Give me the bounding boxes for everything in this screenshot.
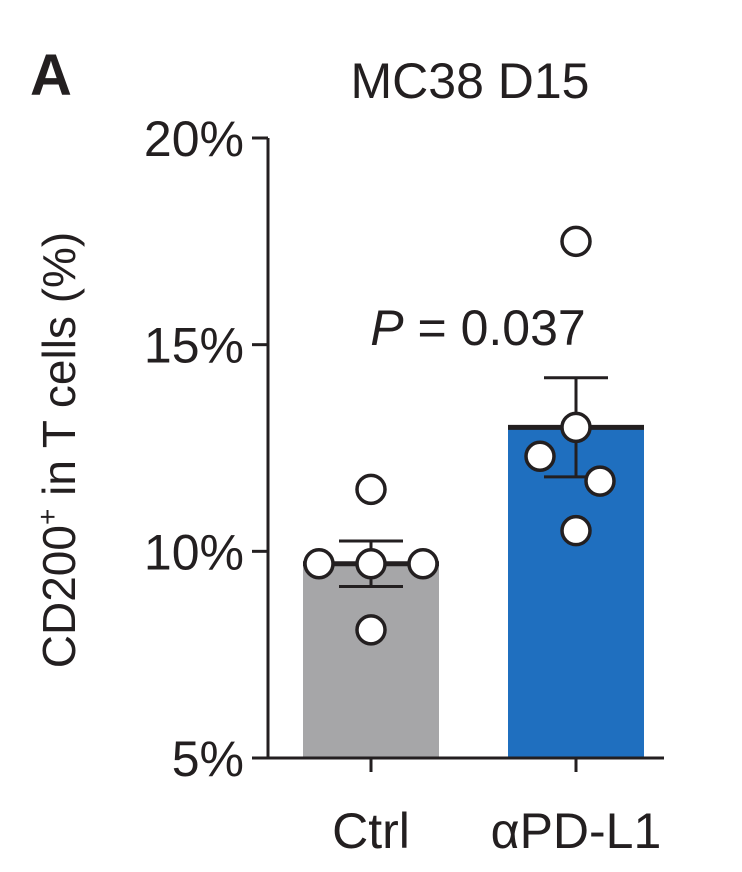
bars-group: [303, 424, 644, 758]
data-point-1-2: [524, 440, 556, 473]
data-point-0-1: [303, 547, 335, 580]
y-tick-label-3: 20%: [144, 111, 244, 167]
y-tick-label-0: 5%: [172, 731, 244, 787]
data-point-0-3: [407, 547, 439, 580]
x-tick-label-0: Ctrl: [332, 803, 410, 859]
data-point-1-1: [560, 411, 592, 444]
x-tick-label-1: αPD-L1: [491, 803, 662, 859]
data-point-0-0: [355, 473, 387, 506]
data-point-0-4: [355, 614, 387, 646]
y-ticks-group: 5% 10% 15% 20%: [144, 111, 268, 787]
y-axis-label: CD200+ in T cells (%): [32, 232, 85, 668]
data-point-1-4: [560, 514, 592, 547]
data-point-1-0: [560, 225, 592, 258]
x-ticks-group: Ctrl αPD-L1: [332, 758, 661, 859]
axes-group: [266, 138, 664, 760]
y-axis-label-main: CD200: [33, 525, 85, 668]
bar-1: [508, 427, 644, 758]
chart-title: MC38 D15: [351, 53, 590, 109]
bar-0: [303, 563, 439, 758]
y-axis-label-rest: in T cells (%): [33, 232, 85, 509]
p-value-annotation: P = 0.037: [370, 300, 585, 356]
y-tick-label-1: 10%: [144, 524, 244, 580]
panel-letter: A: [30, 43, 72, 108]
data-point-1-3: [584, 465, 616, 497]
data-point-0-2: [355, 547, 387, 580]
y-axis-label-superscript: +: [32, 509, 63, 525]
p-value-text: = 0.037: [404, 300, 586, 356]
p-symbol: P: [370, 300, 404, 356]
y-tick-label-2: 15%: [144, 318, 244, 374]
data-points-group: [303, 225, 616, 646]
